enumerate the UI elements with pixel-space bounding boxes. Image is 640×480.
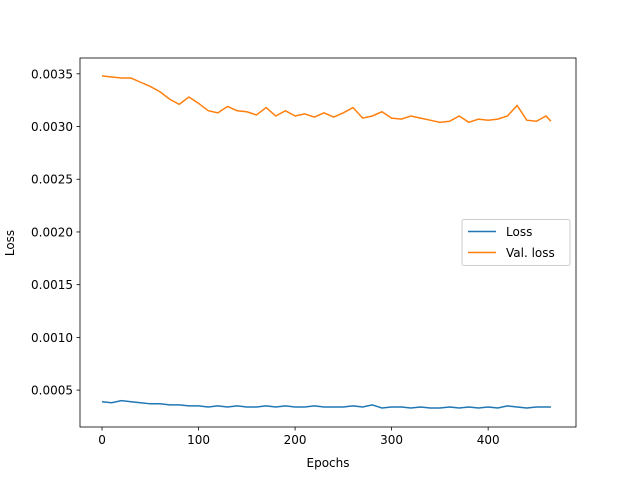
x-axis-label: Epochs: [307, 456, 350, 470]
y-tick-label: 0.0030: [31, 120, 73, 134]
series-line: [101, 75, 552, 124]
legend-label: Val. loss: [506, 246, 555, 260]
x-tick-label: 300: [380, 433, 403, 447]
x-tick-label: 200: [284, 433, 307, 447]
y-axis-label: Loss: [3, 230, 17, 256]
plot-frame: [79, 57, 577, 428]
y-tick-label: 0.0005: [31, 384, 73, 398]
x-tick-label: 400: [477, 433, 500, 447]
legend-label: Loss: [506, 225, 532, 239]
y-tick-label: 0.0020: [31, 225, 73, 239]
x-tick-label: 100: [187, 433, 210, 447]
legend: Loss Val. loss: [461, 219, 571, 266]
x-tick-label: 0: [98, 433, 106, 447]
y-tick-label: 0.0015: [31, 278, 73, 292]
y-tick-label: 0.0035: [31, 67, 73, 81]
y-tick-label: 0.0010: [31, 331, 73, 345]
series-line: [101, 399, 551, 409]
y-tick-label: 0.0025: [31, 173, 73, 187]
